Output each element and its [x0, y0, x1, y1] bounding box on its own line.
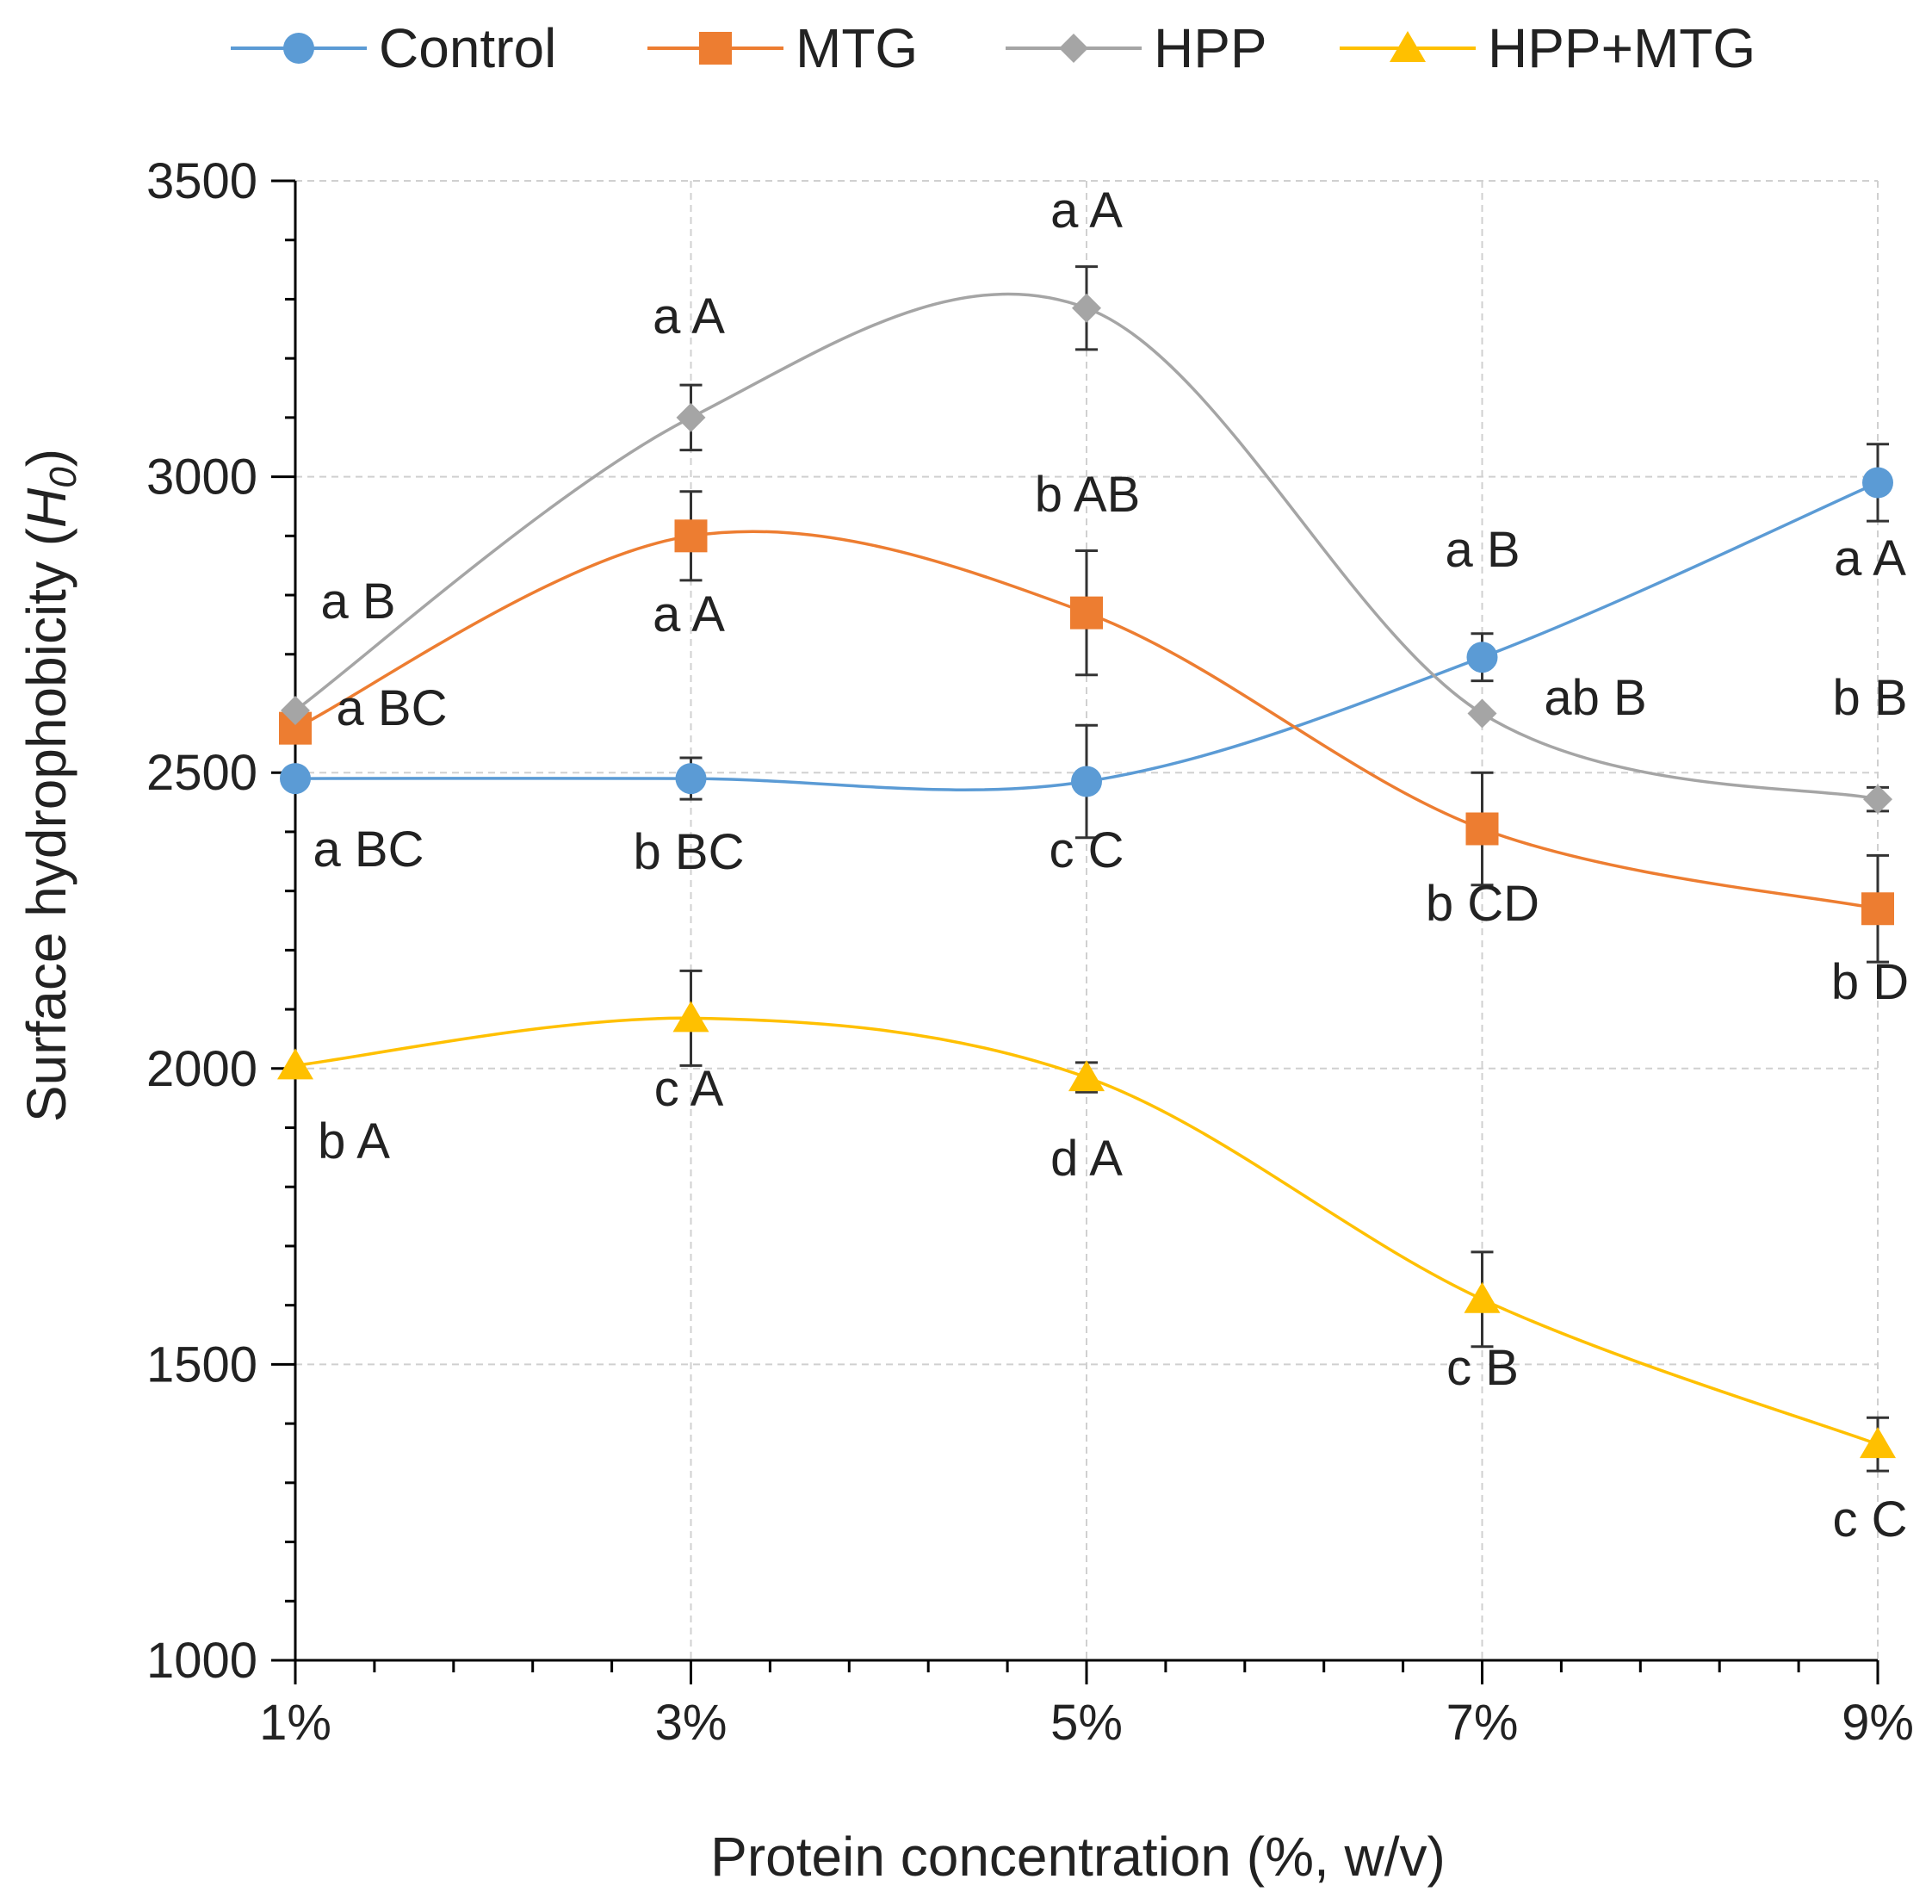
legend: Control MTG HPP HPP+MTG: [231, 17, 1756, 79]
y-tick-label: 2500: [146, 745, 257, 801]
data-point-hpp-mtg: [1860, 1427, 1896, 1459]
significance-label: b B: [1832, 670, 1907, 726]
y-tick-label: 3500: [146, 153, 257, 209]
x-tick-label: 7%: [1446, 1695, 1519, 1751]
y-axis-title-close: ): [15, 449, 77, 467]
significance-label: a BC: [337, 680, 448, 736]
significance-label: d A: [1050, 1131, 1123, 1187]
data-point-hpp-mtg: [277, 1048, 313, 1080]
significance-label: b CD: [1426, 876, 1539, 932]
data-point-control: [1862, 467, 1893, 499]
data-point-hpp-mtg: [672, 1001, 709, 1033]
significance-label: ab B: [1544, 670, 1646, 726]
data-point-hpp: [1072, 293, 1101, 323]
significance-label: a A: [1834, 530, 1906, 586]
data-point-mtg: [1465, 812, 1499, 846]
significance-label: b BC: [634, 824, 745, 880]
y-tick-label: 2000: [146, 1041, 257, 1097]
data-point-hpp-mtg: [1464, 1281, 1501, 1313]
significance-label: c B: [1446, 1340, 1519, 1396]
legend-marker: [283, 33, 314, 64]
significance-label: c C: [1833, 1492, 1908, 1547]
data-point-hpp: [676, 402, 706, 432]
legend-label: MTG: [796, 17, 918, 79]
x-tick-label: 9%: [1842, 1695, 1914, 1751]
y-axis-title-subscript: 0: [42, 467, 84, 488]
legend-marker: [699, 32, 732, 65]
series-layer: [277, 265, 1896, 1473]
significance-label: a A: [653, 586, 725, 642]
legend-label: HPP+MTG: [1488, 17, 1756, 79]
y-tick-label: 3000: [146, 450, 257, 505]
legend-label: HPP: [1154, 17, 1267, 79]
data-point-control: [675, 763, 707, 795]
data-point-hpp: [1863, 785, 1892, 815]
x-tick-label: 5%: [1050, 1695, 1123, 1751]
data-point-control: [1071, 766, 1102, 797]
significance-label: a B: [1445, 522, 1520, 578]
data-point-hpp-mtg: [1068, 1060, 1105, 1092]
significance-label: a A: [1050, 183, 1123, 239]
significance-label: a A: [653, 288, 725, 344]
significance-label: a BC: [313, 822, 424, 878]
significance-label: b AB: [1035, 467, 1141, 523]
x-axis-title: Protein concentration (%, w/v): [710, 1826, 1446, 1888]
legend-label: Control: [379, 17, 556, 79]
data-point-mtg: [1070, 596, 1103, 629]
annotations: a BC b BC c C a B a A a BC a A b AB b CD b D a B a …: [313, 183, 1910, 1547]
x-tick-label: 3%: [655, 1695, 728, 1751]
y-tick-label: 1500: [146, 1337, 257, 1392]
data-point-control: [280, 763, 311, 795]
legend-marker: [1390, 31, 1426, 62]
y-axis-title-text: Surface hydrophobicity (: [15, 528, 77, 1122]
x-tick-label: 1%: [259, 1695, 331, 1751]
legend-marker: [1059, 34, 1088, 63]
data-point-hpp: [281, 696, 310, 726]
data-point-mtg: [1861, 892, 1894, 926]
data-point-hpp: [1467, 698, 1497, 729]
data-point-control: [1466, 642, 1498, 673]
significance-label: c A: [654, 1061, 724, 1117]
y-axis-title-symbol: H: [15, 487, 77, 528]
significance-label: b A: [318, 1113, 390, 1169]
data-point-mtg: [674, 519, 708, 553]
significance-label: c C: [1050, 822, 1124, 878]
axes: 1000 1500 2000 2500 3000 3500 1% 3% 5% 7% 9%: [146, 153, 1914, 1751]
significance-label: a B: [320, 574, 395, 629]
y-axis-title: Surface hydrophobicity (H0): [15, 449, 84, 1122]
significance-label: b D: [1831, 954, 1909, 1010]
y-tick-label: 1000: [146, 1633, 257, 1689]
